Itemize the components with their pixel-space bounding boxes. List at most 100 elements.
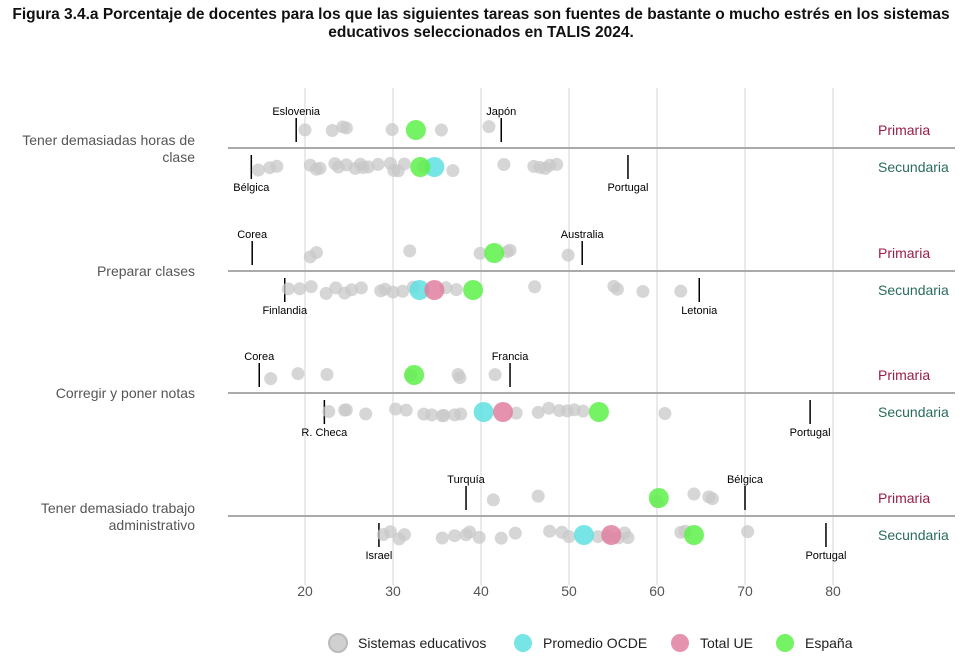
- category-label: Preparar clases: [97, 263, 195, 279]
- x-tick-label: 20: [297, 583, 313, 599]
- system-point: [687, 487, 701, 501]
- system-point: [449, 283, 463, 297]
- max-label: Australia: [561, 229, 605, 241]
- spain-point: [410, 157, 431, 177]
- system-point: [354, 281, 368, 295]
- x-tick-label: 50: [561, 583, 577, 599]
- system-point: [293, 282, 307, 296]
- system-point: [591, 530, 605, 544]
- level-label: Primaria: [878, 367, 930, 383]
- system-point: [304, 280, 318, 294]
- oecd-point: [409, 280, 430, 300]
- legend-swatch: [328, 633, 348, 653]
- spain-point: [405, 120, 426, 140]
- legend-label: Promedio OCDE: [543, 635, 647, 651]
- level-label: Secundaria: [878, 282, 949, 298]
- system-point: [550, 157, 564, 171]
- system-point: [425, 408, 439, 422]
- min-label: Eslovenia: [272, 106, 321, 118]
- spain-point: [463, 280, 484, 300]
- system-point: [658, 406, 672, 420]
- system-point: [396, 284, 410, 298]
- category-label: Tener demasiadas horas de clase: [22, 132, 195, 165]
- system-point: [309, 246, 323, 260]
- system-point: [251, 163, 265, 177]
- oecd-point: [424, 157, 445, 177]
- legend-label: España: [805, 635, 853, 651]
- system-point: [371, 157, 385, 171]
- system-point: [509, 406, 523, 420]
- x-tick-label: 40: [473, 583, 489, 599]
- category-label: Corregir y poner notas: [56, 385, 195, 401]
- system-point: [636, 284, 650, 298]
- system-point: [325, 123, 339, 137]
- system-point: [345, 283, 359, 297]
- system-point: [448, 529, 462, 543]
- system-point: [435, 531, 449, 545]
- min-label: R. Checa: [301, 427, 348, 439]
- system-point: [359, 407, 373, 421]
- oecd-point: [573, 525, 594, 545]
- x-tick-label: 60: [649, 583, 665, 599]
- system-point: [319, 286, 333, 300]
- system-point: [488, 368, 502, 382]
- min-label: Bélgica: [233, 182, 270, 194]
- oecd-point: [473, 402, 494, 422]
- max-label: Japón: [486, 106, 516, 118]
- max-label: Portugal: [790, 427, 831, 439]
- min-label: Corea: [237, 229, 268, 241]
- system-point: [531, 405, 545, 419]
- system-point: [397, 528, 411, 542]
- system-point: [322, 405, 336, 419]
- system-point: [453, 371, 467, 385]
- legend-label: Total UE: [700, 635, 753, 651]
- system-point: [403, 244, 417, 258]
- x-tick-label: 30: [385, 583, 401, 599]
- system-point: [494, 531, 508, 545]
- level-label: Secundaria: [878, 159, 949, 175]
- system-point: [486, 493, 500, 507]
- max-label: Letonia: [681, 305, 718, 317]
- system-point: [497, 158, 511, 172]
- system-point: [434, 123, 448, 137]
- eu-point: [601, 525, 622, 545]
- system-point: [437, 408, 451, 422]
- system-point: [576, 404, 590, 418]
- system-point: [528, 280, 542, 294]
- system-point: [298, 123, 312, 137]
- system-point: [508, 526, 522, 540]
- legend-swatch: [514, 634, 532, 652]
- min-label: Turquía: [447, 474, 485, 486]
- eu-point: [424, 280, 445, 300]
- legend-swatch: [671, 634, 689, 652]
- system-point: [281, 282, 295, 296]
- spain-point: [404, 365, 425, 385]
- system-point: [543, 524, 557, 538]
- system-point: [705, 492, 719, 506]
- system-point: [264, 372, 278, 386]
- level-label: Secundaria: [878, 527, 949, 543]
- spain-point: [648, 488, 669, 508]
- system-point: [313, 161, 327, 175]
- level-label: Primaria: [878, 490, 930, 506]
- system-point: [482, 120, 496, 134]
- system-point: [397, 157, 411, 171]
- system-point: [339, 403, 353, 417]
- system-point: [446, 164, 460, 178]
- legend-label: Sistemas educativos: [358, 635, 486, 651]
- category-label: Tener demasiado trabajo administrativo: [41, 500, 195, 533]
- spain-point: [588, 402, 609, 422]
- level-label: Primaria: [878, 245, 930, 261]
- system-point: [454, 407, 468, 421]
- x-tick-label: 70: [737, 583, 753, 599]
- max-label: Portugal: [607, 182, 648, 194]
- system-point: [463, 525, 477, 539]
- system-point: [610, 282, 624, 296]
- system-point: [531, 489, 545, 503]
- system-point: [542, 401, 556, 415]
- legend-swatch: [776, 634, 794, 652]
- spain-point: [683, 525, 704, 545]
- max-label: Bélgica: [727, 474, 764, 486]
